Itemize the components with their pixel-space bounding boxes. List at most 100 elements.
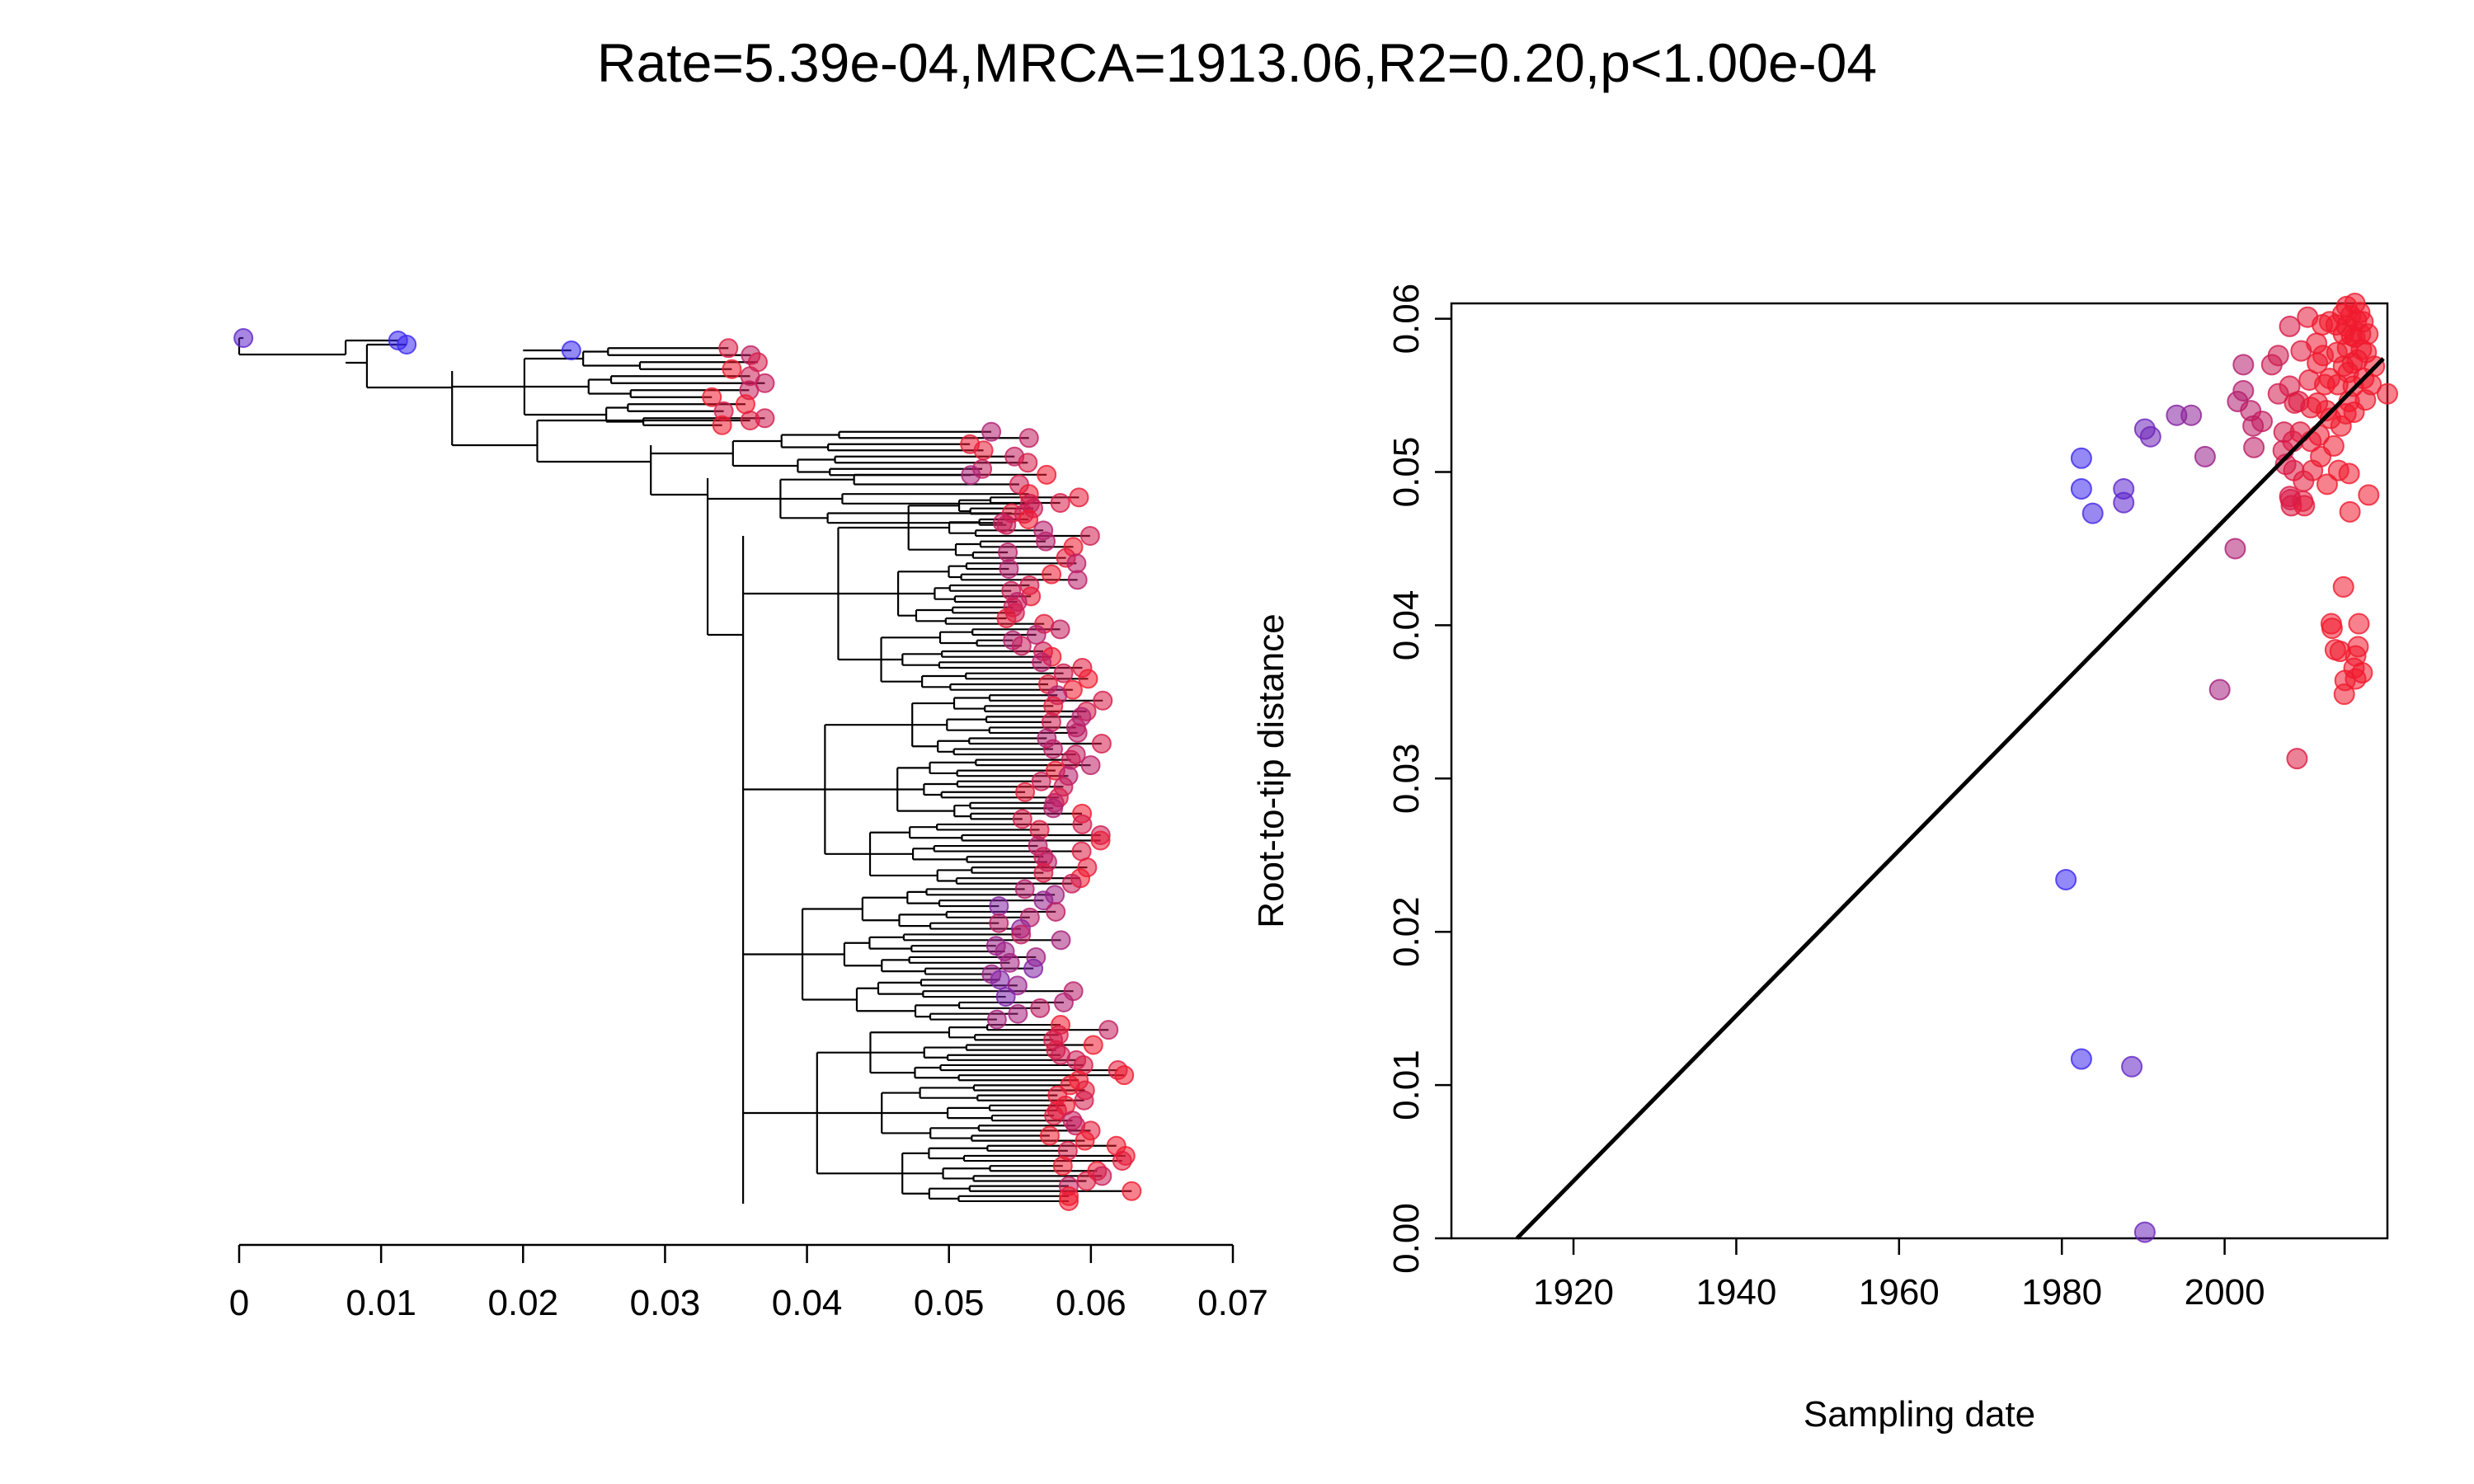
scatter-point bbox=[2351, 662, 2373, 684]
tree-axis-tick-label: 0.01 bbox=[346, 1283, 416, 1323]
tree-tip bbox=[999, 559, 1019, 579]
tree-tip bbox=[1061, 873, 1082, 894]
y-tick-label: 0.03 bbox=[1386, 743, 1427, 814]
tree-tip bbox=[1090, 830, 1111, 851]
tree-tip bbox=[233, 328, 254, 348]
tree-axis-tick-label: 0.04 bbox=[772, 1283, 843, 1323]
tree-tip bbox=[1039, 1125, 1060, 1146]
scatter-point bbox=[2357, 323, 2379, 345]
tree-tip bbox=[1007, 975, 1028, 996]
tree-branches bbox=[238, 336, 1132, 1204]
tree-tip bbox=[1067, 570, 1088, 590]
scatter-point bbox=[2284, 392, 2306, 414]
y-tick-label: 0.05 bbox=[1386, 437, 1427, 508]
tree-tip bbox=[1080, 755, 1101, 776]
tree-tip bbox=[1075, 1130, 1095, 1151]
tree-tip bbox=[1033, 890, 1054, 911]
y-axis-title: Root-to-tip distance bbox=[1251, 613, 1291, 928]
tree-tip bbox=[1046, 901, 1066, 922]
regression-line bbox=[1515, 357, 2385, 1240]
tree-tip bbox=[1053, 992, 1074, 1012]
scatter-point bbox=[2113, 491, 2135, 514]
scatter-point bbox=[2322, 434, 2345, 457]
x-tick-label: 1920 bbox=[1533, 1272, 1614, 1313]
y-tick-label: 0.00 bbox=[1386, 1203, 1427, 1274]
tree-axis-tick-label: 0.02 bbox=[487, 1283, 558, 1323]
tree-tip bbox=[1122, 1181, 1142, 1201]
tree-tip bbox=[722, 359, 742, 379]
tree-tip bbox=[1030, 998, 1051, 1018]
y-tick-label: 0.01 bbox=[1386, 1050, 1427, 1120]
tree-tip bbox=[1053, 663, 1074, 683]
scatter-point bbox=[2194, 445, 2216, 467]
tree-tip bbox=[1014, 879, 1035, 899]
tree-tip bbox=[702, 387, 722, 407]
tree-tip bbox=[1093, 690, 1113, 711]
tree-tip bbox=[1061, 749, 1081, 770]
tree-distance-axis: 0 0.01 0.02 0.03 0.04 0.05 0.06 0.07 bbox=[229, 1243, 1268, 1323]
tree-tip bbox=[1036, 531, 1056, 552]
scatter-point bbox=[2267, 345, 2289, 367]
tree-tip bbox=[735, 394, 755, 415]
tree-tip bbox=[1026, 625, 1047, 645]
scatter-point bbox=[2243, 436, 2265, 458]
scatter-point bbox=[2232, 354, 2255, 376]
tree-tip bbox=[1098, 1020, 1119, 1040]
tree-tip bbox=[1033, 862, 1054, 883]
scatter-point bbox=[2139, 425, 2161, 448]
tree-tip bbox=[989, 913, 1009, 933]
x-tick-label: 1980 bbox=[2021, 1272, 2102, 1313]
tree-tip bbox=[1023, 958, 1044, 979]
tree-tip bbox=[1051, 930, 1071, 951]
tree-tip bbox=[1012, 809, 1032, 829]
tree-tip bbox=[1037, 464, 1057, 485]
tree-tip bbox=[1032, 652, 1052, 673]
phylogenetic-tree-panel: 0 0.01 0.02 0.03 0.04 0.05 0.06 0.07 bbox=[229, 328, 1268, 1323]
plot-frame bbox=[1450, 302, 2389, 1240]
tree-axis-tick-label: 0 bbox=[229, 1283, 249, 1323]
tree-tip bbox=[1011, 924, 1032, 945]
tree-tip bbox=[989, 896, 1009, 917]
tree-tip bbox=[1091, 734, 1112, 754]
tree-tip bbox=[996, 514, 1017, 535]
tree-tip bbox=[740, 411, 760, 430]
tree-tip bbox=[1067, 722, 1088, 743]
page-title: Rate=5.39e-04,MRCA=1913.06,R2=0.20,p<1.0… bbox=[596, 32, 1878, 93]
tree-tip bbox=[1059, 1190, 1079, 1211]
tree-tip bbox=[1050, 619, 1070, 640]
tree-axis-tick-label: 0.03 bbox=[630, 1283, 701, 1323]
tree-tip bbox=[1083, 1035, 1103, 1055]
tree-tip bbox=[999, 952, 1020, 973]
tree-tip bbox=[973, 440, 994, 461]
tree-tips bbox=[233, 328, 1142, 1211]
tree-tip bbox=[961, 465, 981, 486]
x-axis: 1920 1940 1960 1980 2000 bbox=[1533, 1238, 2265, 1313]
tree-tip bbox=[1052, 1156, 1073, 1176]
tree-tip bbox=[990, 970, 1010, 990]
tree-tip bbox=[561, 340, 581, 360]
tree-tip bbox=[1044, 1106, 1065, 1126]
scatter-point bbox=[2339, 500, 2361, 523]
tree-tip bbox=[1050, 493, 1070, 513]
tree-tip bbox=[397, 335, 417, 355]
tree-tip bbox=[1018, 510, 1039, 529]
scatter-point bbox=[2070, 1048, 2092, 1070]
scatter-point bbox=[2332, 575, 2354, 598]
tree-tip bbox=[996, 608, 1017, 628]
tree-tip bbox=[1031, 771, 1051, 791]
scatter-point bbox=[2180, 404, 2203, 426]
x-tick-label: 1960 bbox=[1859, 1272, 1940, 1313]
y-tick-label: 0.02 bbox=[1386, 896, 1427, 967]
scatter-point bbox=[2347, 636, 2369, 658]
tree-tip bbox=[1042, 564, 1062, 585]
tree-tip bbox=[998, 542, 1018, 562]
scatter-point bbox=[2279, 315, 2301, 337]
tree-tip bbox=[1069, 487, 1089, 508]
scatter-point bbox=[2348, 613, 2370, 635]
tree-tip bbox=[1018, 453, 1038, 473]
scatter-point bbox=[2070, 477, 2092, 500]
tree-tip bbox=[981, 421, 1002, 442]
root-to-tip-scatter-panel: 1920 1940 1960 1980 2000 0.000.010.020.030.0… bbox=[1251, 284, 2398, 1435]
x-tick-label: 1940 bbox=[1696, 1272, 1776, 1313]
